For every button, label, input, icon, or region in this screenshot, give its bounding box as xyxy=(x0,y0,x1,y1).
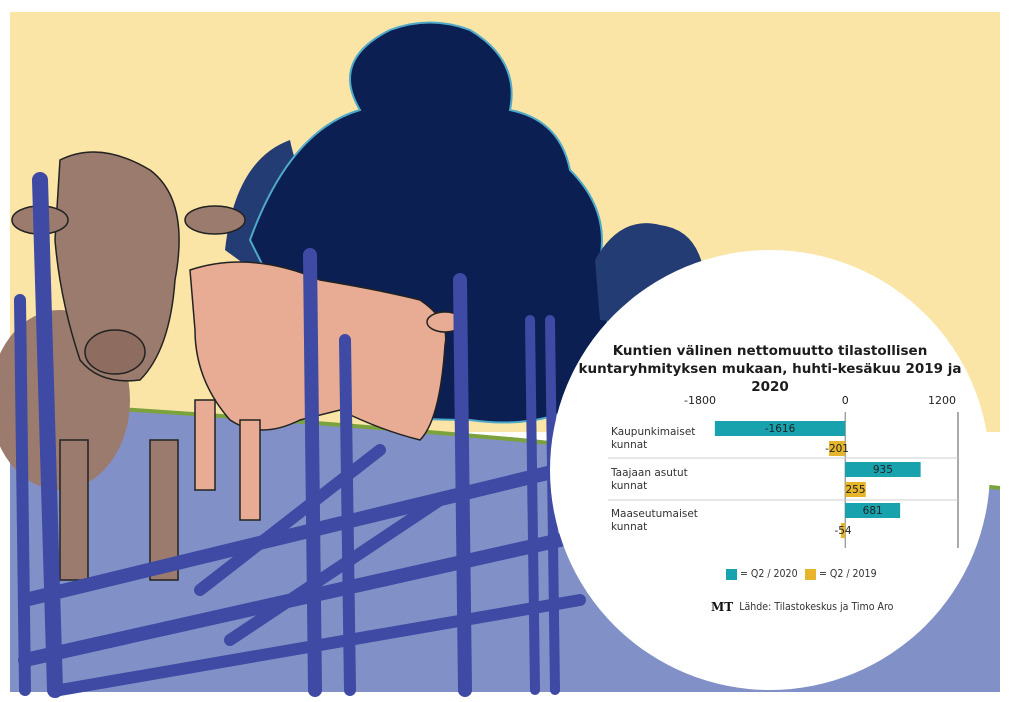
category-label: kunnat xyxy=(611,521,647,533)
bar-2020 xyxy=(845,462,921,477)
source-text: Lähde: Tilastokeskus ja Timo Aro xyxy=(739,601,894,613)
tick-label: -1800 xyxy=(684,394,716,407)
bar-2019 xyxy=(840,523,846,538)
legend-swatch-2020 xyxy=(726,568,737,580)
category-label: Kaupunkimaiset xyxy=(611,426,695,438)
chart-title-line-2: kuntaryhmityksen mukaan, huhti-kesäkuu 2… xyxy=(578,361,962,395)
category-label: kunnat xyxy=(611,480,647,492)
category-label: Maaseutumaiset xyxy=(611,508,698,520)
chart-title-line-1: Kuntien välinen nettomuutto tilastollise… xyxy=(612,343,928,359)
tick-label: 1200 xyxy=(928,394,956,407)
legend-label-2019: = Q2 / 2019 xyxy=(819,568,877,580)
legend-item-2020: = Q2 / 2020 xyxy=(726,568,798,580)
bar-2019 xyxy=(828,441,846,456)
tick-label: 0 xyxy=(842,394,849,407)
data-label: 681 xyxy=(863,505,883,517)
bar-2020 xyxy=(714,421,846,436)
data-label: -54 xyxy=(834,525,851,537)
mt-logo: MT xyxy=(711,600,734,614)
fence xyxy=(14,172,586,698)
cow-brown xyxy=(0,151,246,581)
data-label: -201 xyxy=(825,443,849,455)
legend-swatch-2019 xyxy=(805,568,816,580)
bar-2019 xyxy=(845,482,866,497)
data-label: 255 xyxy=(845,484,865,496)
bar-2020 xyxy=(845,503,901,518)
legend-label-2020: = Q2 / 2020 xyxy=(740,568,798,580)
category-label: Taajaan asutut xyxy=(610,467,688,479)
data-label: -1616 xyxy=(765,423,796,435)
data-label: 935 xyxy=(873,464,893,476)
category-label: kunnat xyxy=(611,439,647,451)
legend-item-2019: = Q2 / 2019 xyxy=(805,568,877,580)
source-credit: MT Lähde: Tilastokeskus ja Timo Aro xyxy=(711,600,893,614)
chart-title: Kuntien välinen nettomuutto tilastollise… xyxy=(560,342,980,396)
chart-circle xyxy=(550,250,990,690)
